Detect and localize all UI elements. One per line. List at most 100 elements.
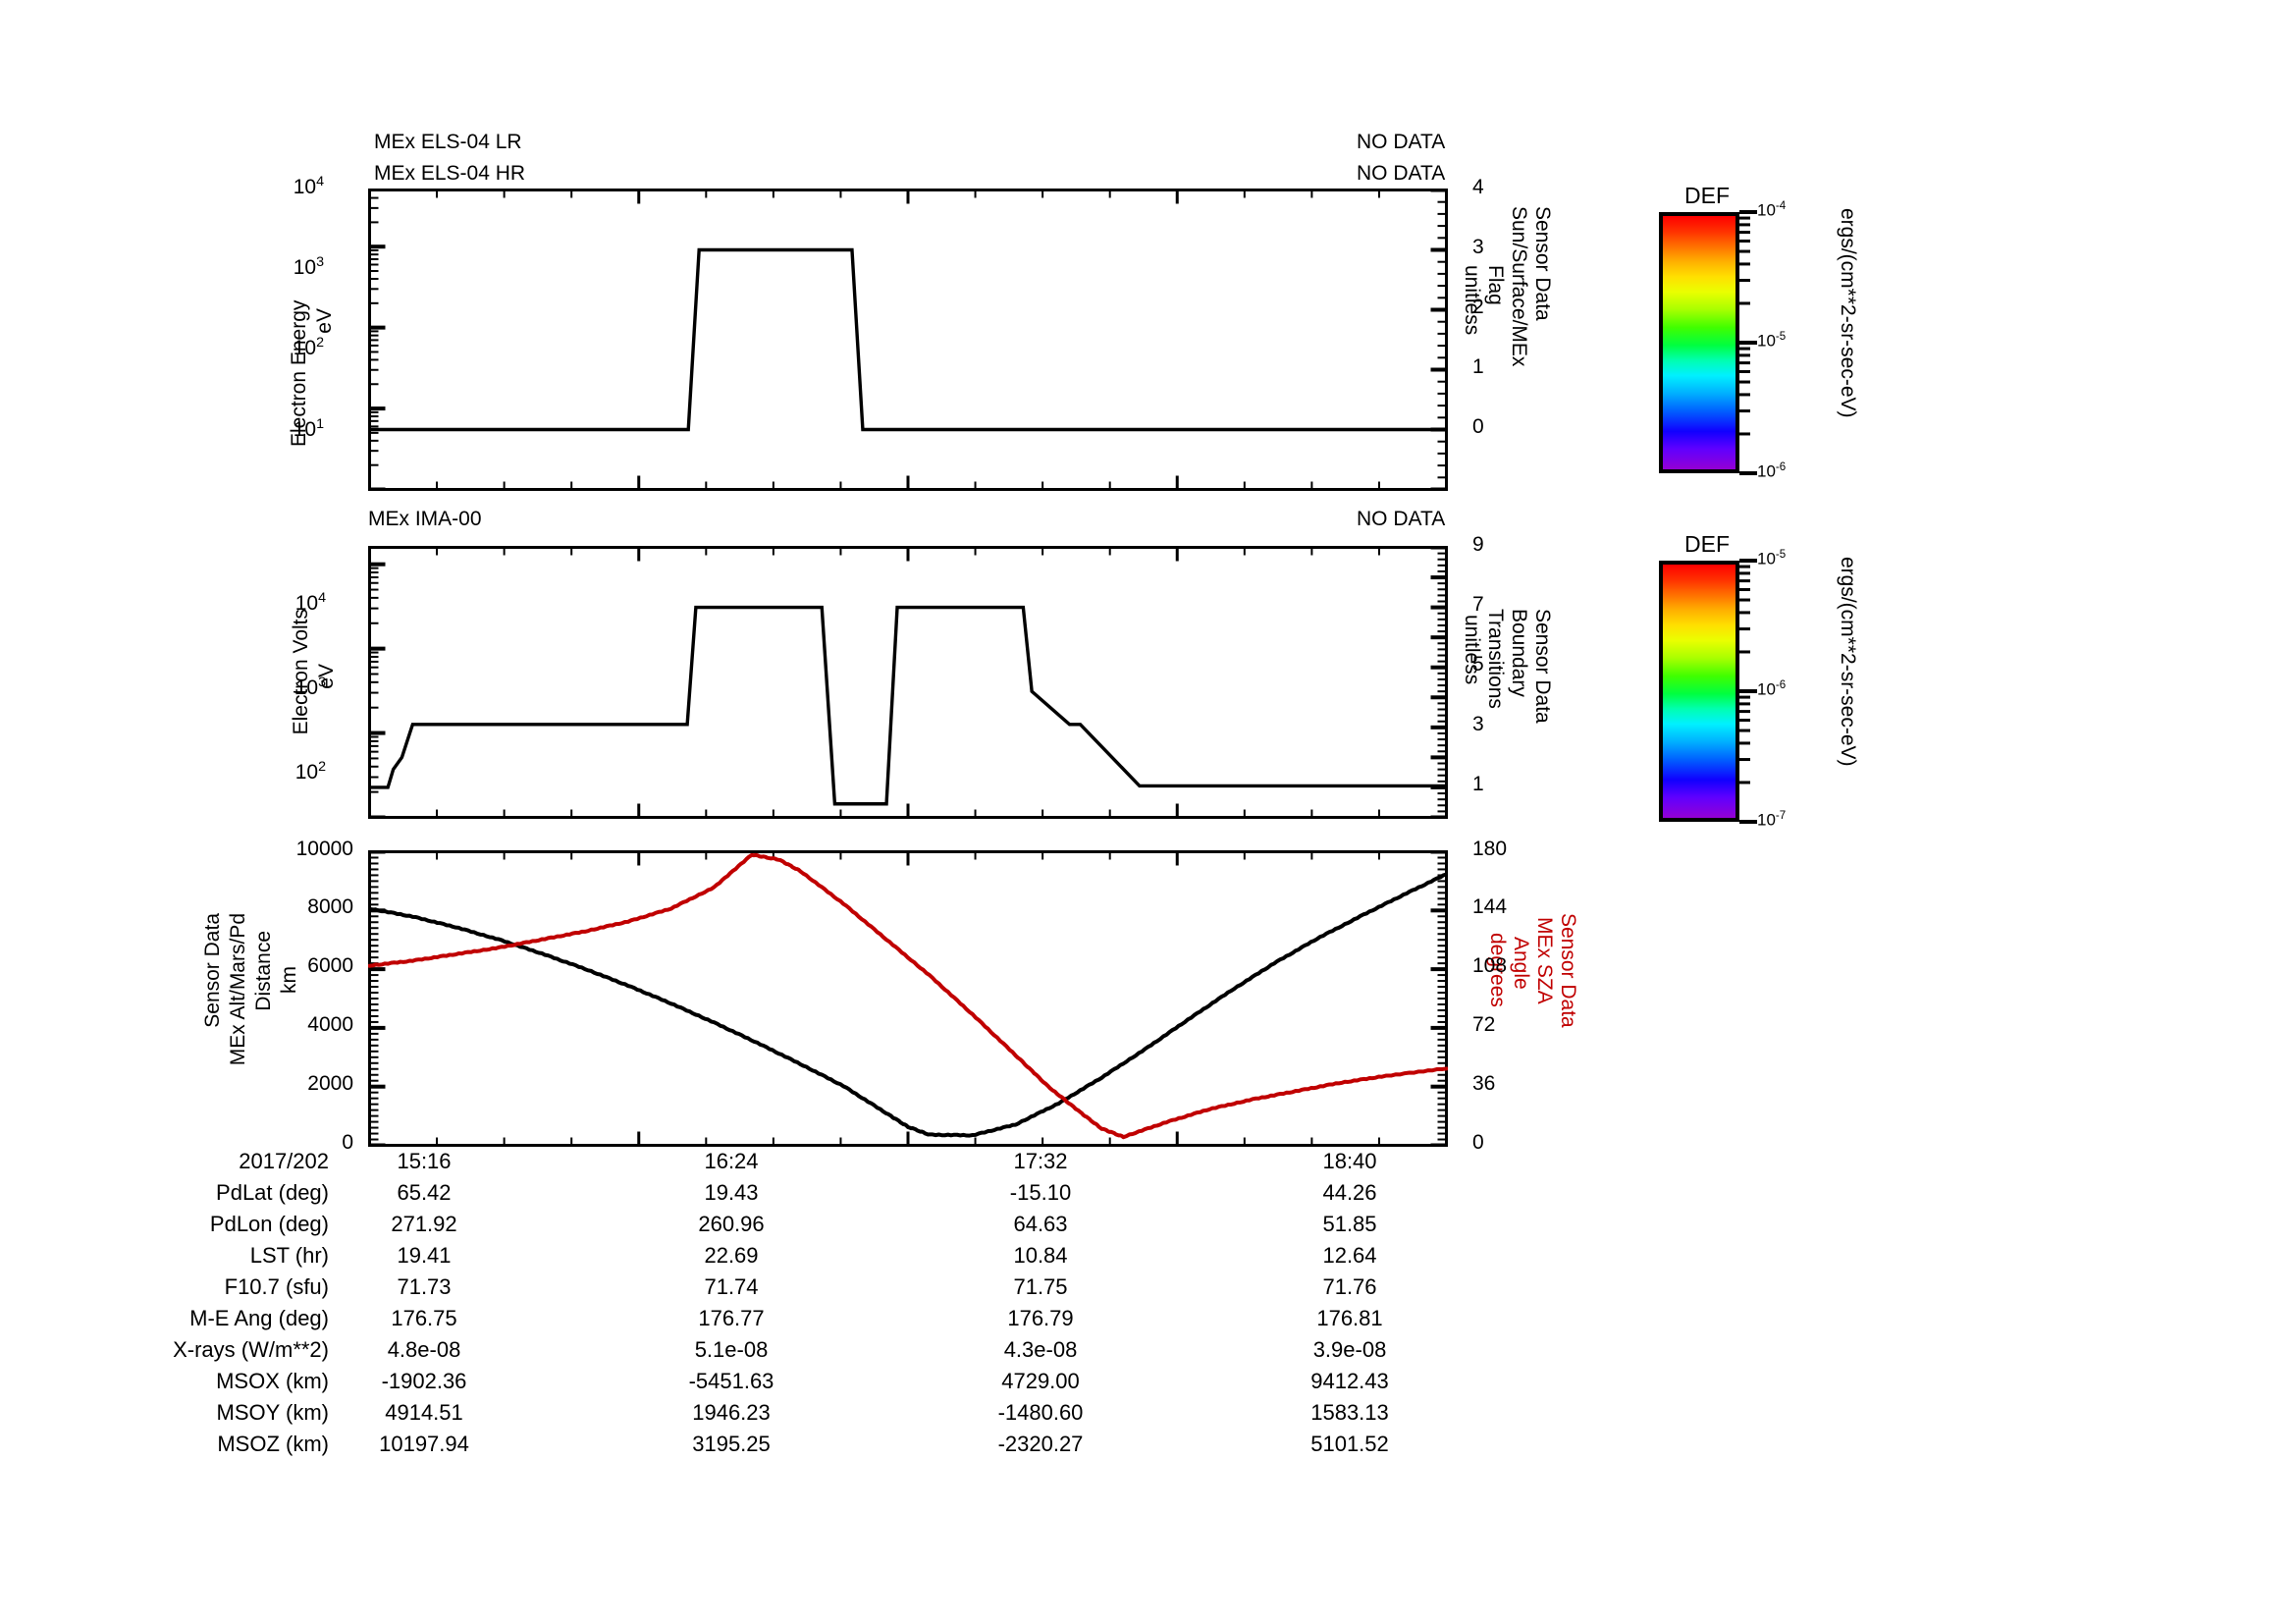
table-cell: -1902.36 (381, 1369, 467, 1393)
table-row-label: PdLon (deg) (209, 1212, 329, 1236)
colorbar-2-tick-top: 10-5 (1757, 549, 1787, 568)
colorbar-2-tick-bottom: 10-7 (1757, 810, 1787, 830)
panel-2-ytick-right-1: 7 (1472, 592, 1484, 616)
table-cell: 44.26 (1322, 1180, 1377, 1205)
panel-3-ylabel-right-line1: Sensor Data (1557, 913, 1580, 1028)
panel-3-ytick-left-3: 4000 (307, 1012, 353, 1036)
colorbar-1-ticks (1739, 210, 1757, 475)
panel-3-ytick-left-5: 0 (342, 1130, 353, 1154)
panel-1-ylabel-right-line4: unitless (1461, 265, 1484, 336)
table-row-label: PdLat (deg) (216, 1180, 329, 1205)
colorbar-2: DEF 10-5 10-6 10-7 ergs/(cm**2-sr-sec-eV… (1659, 531, 2071, 849)
panel-3-ylabel-right-line4: degrees (1486, 933, 1510, 1007)
panel-1-plot (368, 189, 1448, 491)
panel-1-ytick-left-0: 104 (293, 173, 324, 198)
panel-3-ylabel-left-line4: km (278, 966, 300, 994)
table-cell: 19.41 (397, 1243, 452, 1268)
table-cell: 3195.25 (692, 1432, 771, 1456)
table-row-label: X-rays (W/m**2) (173, 1337, 329, 1362)
table-cell: -15.10 (1009, 1180, 1072, 1205)
panel-1-ytick-right-1: 3 (1472, 235, 1484, 258)
table-cell: 64.63 (1013, 1212, 1068, 1236)
panel-2-plot (368, 546, 1448, 819)
panel-2-ytick-right-0: 9 (1472, 532, 1484, 556)
table-cell: 271.92 (391, 1212, 457, 1236)
table-cell: 260.96 (698, 1212, 765, 1236)
table-cell: 71.74 (704, 1274, 759, 1299)
table-cell: 71.76 (1322, 1274, 1377, 1299)
panel-2-series-label: MEx IMA-00 (368, 508, 482, 530)
colorbar-1-gradient (1663, 216, 1735, 469)
table-row-label: MSOZ (km) (217, 1432, 329, 1456)
panel-1-status-1: NO DATA (1357, 131, 1446, 153)
panel-1-status-2: NO DATA (1357, 162, 1446, 185)
table-cell: 71.75 (1013, 1274, 1068, 1299)
panel-2-ytick-left-0: 104 (294, 589, 326, 615)
colorbar-1: DEF 10-4 10-5 10-6 ergs/(cm**2-sr-sec-eV… (1659, 183, 2071, 501)
table-cell: 18:40 (1322, 1149, 1377, 1173)
table-cell: 176.77 (698, 1306, 765, 1330)
panel-3-ylabel-right-line2: MEx SZA (1533, 917, 1557, 1004)
table-row-label: MSOY (km) (216, 1400, 329, 1425)
colorbar-1-tick-top: 10-4 (1757, 200, 1787, 220)
panel-3-ylabel-left-line3: Distance (252, 931, 275, 1011)
table-cell: -5451.63 (688, 1369, 774, 1393)
panel-3-ytick-right-3: 72 (1472, 1012, 1496, 1036)
colorbar-2-ticks (1739, 559, 1757, 824)
table-cell: 4.8e-08 (387, 1337, 461, 1362)
table-cell: 16:24 (704, 1149, 759, 1173)
panel-3-ytick-right-0: 180 (1472, 837, 1508, 860)
table-cell: 1583.13 (1310, 1400, 1389, 1425)
panel-2-ytick-right-4: 1 (1472, 772, 1484, 795)
table-cell: 51.85 (1322, 1212, 1377, 1236)
panel-1-ylabel-right-line3: Flag (1484, 265, 1508, 305)
panel-2-ylabel-right-line4: unitless (1461, 615, 1484, 685)
panel-1-ytick-right-2: 2 (1472, 295, 1484, 318)
panel-2-ytick-right-3: 3 (1472, 712, 1484, 735)
panel-2-ytick-left-2: 102 (294, 758, 326, 784)
panel-2-ylabel-right-line3: Transitions (1484, 609, 1508, 709)
panel-1-ytick-right-3: 1 (1472, 354, 1484, 378)
panel-2-status-1: NO DATA (1357, 508, 1446, 530)
panel-1-ytick-right-0: 4 (1472, 175, 1484, 198)
table-cell: 15:16 (397, 1149, 452, 1173)
panel-3-ytick-left-4: 2000 (307, 1071, 353, 1095)
colorbar-1-title: DEF (1684, 183, 1730, 208)
panel-1-ytick-left-3: 101 (293, 415, 324, 441)
table-cell: 176.79 (1007, 1306, 1074, 1330)
table-cell: 4914.51 (385, 1400, 463, 1425)
table-cell: 4.3e-08 (1003, 1337, 1078, 1362)
panel-1-ytick-right-4: 0 (1472, 414, 1484, 438)
panel-1-ylabel-right-line1: Sensor Data (1531, 206, 1555, 321)
panel-3-plot (368, 850, 1448, 1147)
table-cell: 176.75 (391, 1306, 457, 1330)
table-row-label: LST (hr) (249, 1243, 329, 1268)
panel-1-series-label-hr: MEx ELS-04 HR (374, 162, 526, 185)
table-cell: 10197.94 (379, 1432, 469, 1456)
colorbar-1-tick-mid: 10-5 (1757, 331, 1787, 351)
table-cell: 176.81 (1316, 1306, 1383, 1330)
panel-3-ytick-left-1: 8000 (307, 895, 353, 919)
table-cell: -2320.27 (997, 1432, 1084, 1456)
panel-1-series-label-lr: MEx ELS-04 LR (374, 131, 522, 153)
colorbar-1-tick-bottom: 10-6 (1757, 461, 1787, 481)
table-cell: 9412.43 (1310, 1369, 1389, 1393)
panel-1-ytick-left-2: 102 (293, 335, 324, 360)
panel-1 (368, 189, 1448, 491)
colorbar-2-title: DEF (1684, 531, 1730, 557)
panel-2-ytick-right-2: 5 (1472, 652, 1484, 676)
table-cell: 22.69 (704, 1243, 759, 1268)
table-cell: 12.64 (1322, 1243, 1377, 1268)
panel-3-ytick-left-0: 10000 (295, 837, 353, 860)
panel-2-ytick-left-1: 103 (294, 674, 326, 699)
table-cell: 3.9e-08 (1312, 1337, 1387, 1362)
table-row-label: MSOX (km) (216, 1369, 329, 1393)
table-cell: 19.43 (704, 1180, 759, 1205)
parameter-table: 2017/202 15:16 16:24 17:32 18:40 PdLat (deg) 6… (0, 1149, 1472, 1502)
table-cell: 4729.00 (1001, 1369, 1080, 1393)
colorbar-1-box (1659, 212, 1739, 473)
panel-3-ytick-right-1: 144 (1472, 895, 1508, 919)
panel-3-ytick-right-4: 36 (1472, 1071, 1496, 1095)
panel-3-ylabel-right-line3: Angle (1510, 937, 1533, 990)
table-row-label: M-E Ang (deg) (189, 1306, 329, 1330)
